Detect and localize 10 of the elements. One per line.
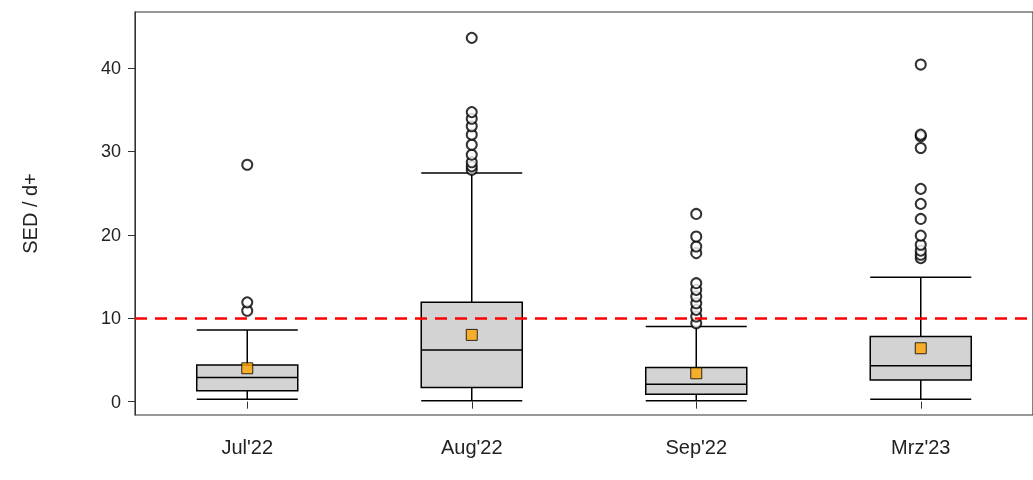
y-tick-label: 20 xyxy=(100,224,121,245)
y-tick-label: 40 xyxy=(100,57,121,78)
x-tick-label: Aug'22 xyxy=(440,436,503,458)
y-tick-label: 0 xyxy=(110,391,121,412)
x-tick-label: Jul'22 xyxy=(221,436,274,458)
x-tick-label: Mrz'23 xyxy=(891,436,951,458)
y-tick-label: 30 xyxy=(100,141,121,162)
x-tick-label: Sep'22 xyxy=(665,436,728,458)
y-axis-title: SED / d+ xyxy=(19,173,41,254)
y-tick-label: 10 xyxy=(100,308,121,329)
